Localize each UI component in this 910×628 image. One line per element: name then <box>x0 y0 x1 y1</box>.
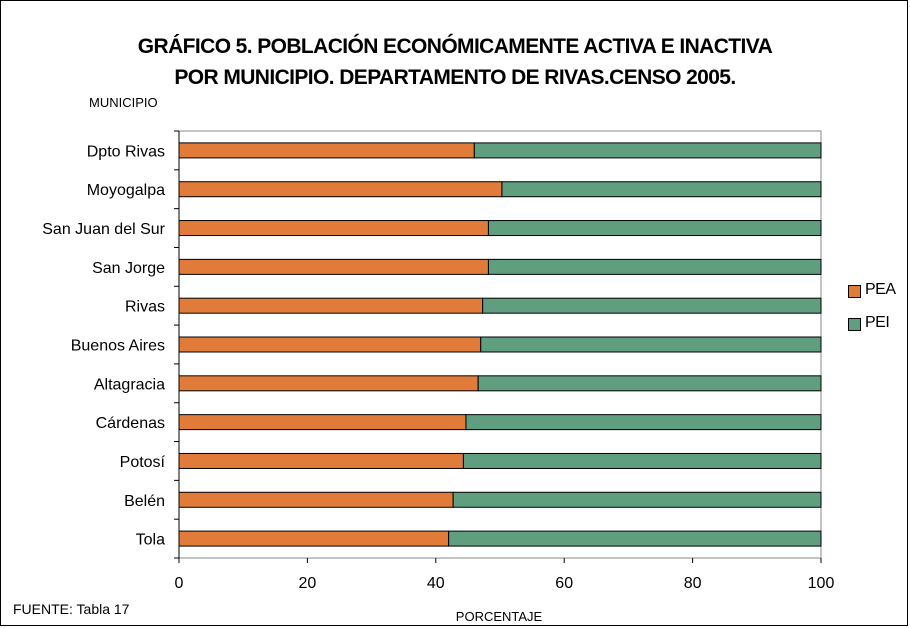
category-label: Dpto Rivas <box>87 143 165 160</box>
bar-pei <box>465 414 822 431</box>
x-tick-label: 100 <box>808 575 835 592</box>
x-tick-label: 80 <box>684 575 702 592</box>
category-label: Rivas <box>125 299 165 316</box>
x-tick-label: 0 <box>175 575 184 592</box>
bar-pea <box>178 142 475 159</box>
bar-pei <box>480 336 822 353</box>
bar-pei <box>462 452 822 469</box>
legend-label-pea: PEA <box>865 281 896 298</box>
bar-pea <box>178 220 489 237</box>
chart-subtitle: POR MUNICIPIO. DEPARTAMENTO DE RIVAS.CEN… <box>174 66 736 89</box>
x-tick-label: 60 <box>555 575 573 592</box>
category-label: Buenos Aires <box>71 338 165 355</box>
bar-pea <box>178 414 467 431</box>
bar-pei <box>487 258 822 275</box>
bar-pei <box>448 530 822 547</box>
legend-swatch-pea <box>848 285 861 298</box>
category-label: Moyogalpa <box>87 182 165 199</box>
category-label: Potosí <box>120 454 166 471</box>
bar-pei <box>473 142 822 159</box>
legend-swatch-pei <box>848 318 861 331</box>
category-label: San Juan del Sur <box>42 221 165 238</box>
legend-label-pei: PEI <box>865 314 890 331</box>
bar-pea <box>178 297 484 314</box>
bar-pei <box>501 181 822 198</box>
bar-pea <box>178 375 479 392</box>
x-tick-label: 20 <box>299 575 317 592</box>
category-label: Cárdenas <box>96 415 165 432</box>
y-axis-label: MUNICIPIO <box>89 95 158 110</box>
bar-pei <box>477 375 822 392</box>
bar-pea <box>178 181 503 198</box>
source-note: FUENTE: Tabla 17 <box>13 601 130 617</box>
bar-pea <box>178 530 450 547</box>
bar-pea <box>178 258 489 275</box>
bar-pea <box>178 336 482 353</box>
category-label: Altagracia <box>94 376 165 393</box>
x-axis-label: PORCENTAJE <box>455 609 543 624</box>
bar-pei <box>482 297 822 314</box>
category-label: Tola <box>136 532 165 549</box>
category-label: San Jorge <box>92 260 165 277</box>
bar-pea <box>178 452 464 469</box>
bar-pei <box>452 491 822 508</box>
chart-title: GRÁFICO 5. POBLACIÓN ECONÓMICAMENTE ACTI… <box>137 35 773 58</box>
category-label: Belén <box>124 493 165 510</box>
x-tick-label: 40 <box>427 575 445 592</box>
bar-pei <box>487 220 822 237</box>
bar-pea <box>178 491 454 508</box>
